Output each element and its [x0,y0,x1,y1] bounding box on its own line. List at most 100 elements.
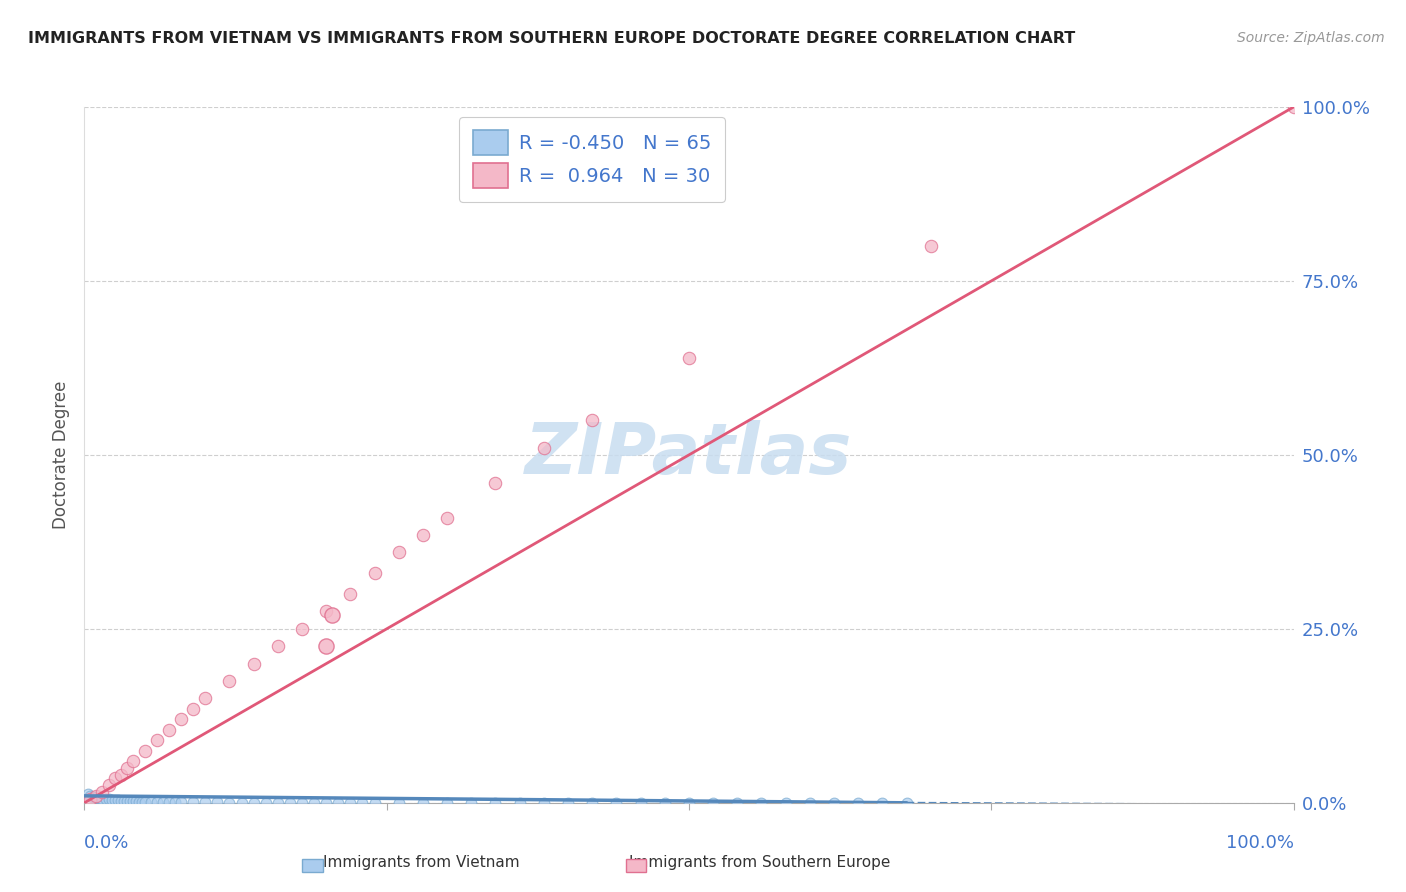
Point [121,794,143,808]
Point [134,744,156,758]
Point [91,785,114,799]
Point [242,657,264,671]
Point [120,794,142,808]
Point [581,413,603,427]
Point [302,796,325,810]
Point [181,796,204,810]
Point [128,795,150,809]
Point [101,793,124,807]
Point [328,796,350,810]
Point [82,789,104,804]
Point [872,796,894,810]
Point [94,792,117,806]
Point [254,796,277,810]
Point [157,795,180,809]
Point [104,772,127,786]
Point [86,789,108,803]
Point [194,796,217,810]
Point [84,790,107,805]
Point [388,545,411,559]
Point [533,796,555,810]
Point [134,795,156,809]
Point [139,795,162,809]
Point [104,793,127,807]
Point [91,791,114,805]
Point [388,796,411,810]
Point [267,796,290,810]
Point [146,733,169,747]
Point [363,796,385,810]
Point [107,793,129,807]
Point [363,566,385,581]
Point [79,789,101,803]
Text: Immigrants from Vietnam: Immigrants from Vietnam [323,855,520,870]
Point [97,778,120,793]
Point [751,796,773,810]
Point [115,761,138,775]
Point [605,796,627,810]
Point [86,790,108,805]
Point [170,795,193,809]
Point [484,475,506,490]
Point [315,796,337,810]
Point [231,796,253,810]
Point [267,639,290,653]
Point [77,788,100,802]
Text: 0.0%: 0.0% [84,834,129,852]
Point [678,796,700,810]
Text: ZIPatlas: ZIPatlas [526,420,852,490]
Point [484,796,506,810]
Point [460,796,482,810]
Point [146,795,169,809]
Point [775,796,797,810]
Point [654,796,676,810]
Point [194,691,217,706]
Point [799,796,821,810]
Point [242,796,264,810]
Point [115,794,138,808]
Point [725,796,748,810]
Point [581,796,603,810]
Point [412,528,434,542]
Point [315,605,337,619]
Point [278,796,301,810]
Text: Immigrants from Southern Europe: Immigrants from Southern Europe [628,855,890,870]
Text: Source: ZipAtlas.com: Source: ZipAtlas.com [1237,31,1385,45]
Point [678,351,700,365]
Point [533,441,555,455]
Point [152,795,174,809]
Point [630,796,652,810]
Point [436,796,458,810]
Point [165,795,187,809]
Point [352,796,374,810]
Point [291,622,314,636]
Point [125,794,148,808]
Point [339,796,361,810]
Point [87,791,110,805]
Point [291,796,314,810]
Point [436,510,458,524]
Point [702,796,724,810]
Point [79,792,101,806]
Point [112,794,135,808]
Point [110,768,132,782]
Point [846,796,869,810]
Point [1282,100,1305,114]
Point [509,796,531,810]
Point [157,723,180,737]
Point [896,796,918,810]
Point [110,794,132,808]
Point [315,639,337,653]
Text: IMMIGRANTS FROM VIETNAM VS IMMIGRANTS FROM SOUTHERN EUROPE DOCTORATE DEGREE CORR: IMMIGRANTS FROM VIETNAM VS IMMIGRANTS FR… [28,31,1076,46]
Point [920,239,942,253]
Point [557,796,579,810]
Point [97,792,120,806]
Point [131,795,153,809]
Point [207,796,229,810]
Text: 100.0%: 100.0% [1226,834,1294,852]
Point [121,754,143,768]
Point [218,796,240,810]
Point [321,607,343,622]
Point [170,712,193,726]
Point [181,702,204,716]
